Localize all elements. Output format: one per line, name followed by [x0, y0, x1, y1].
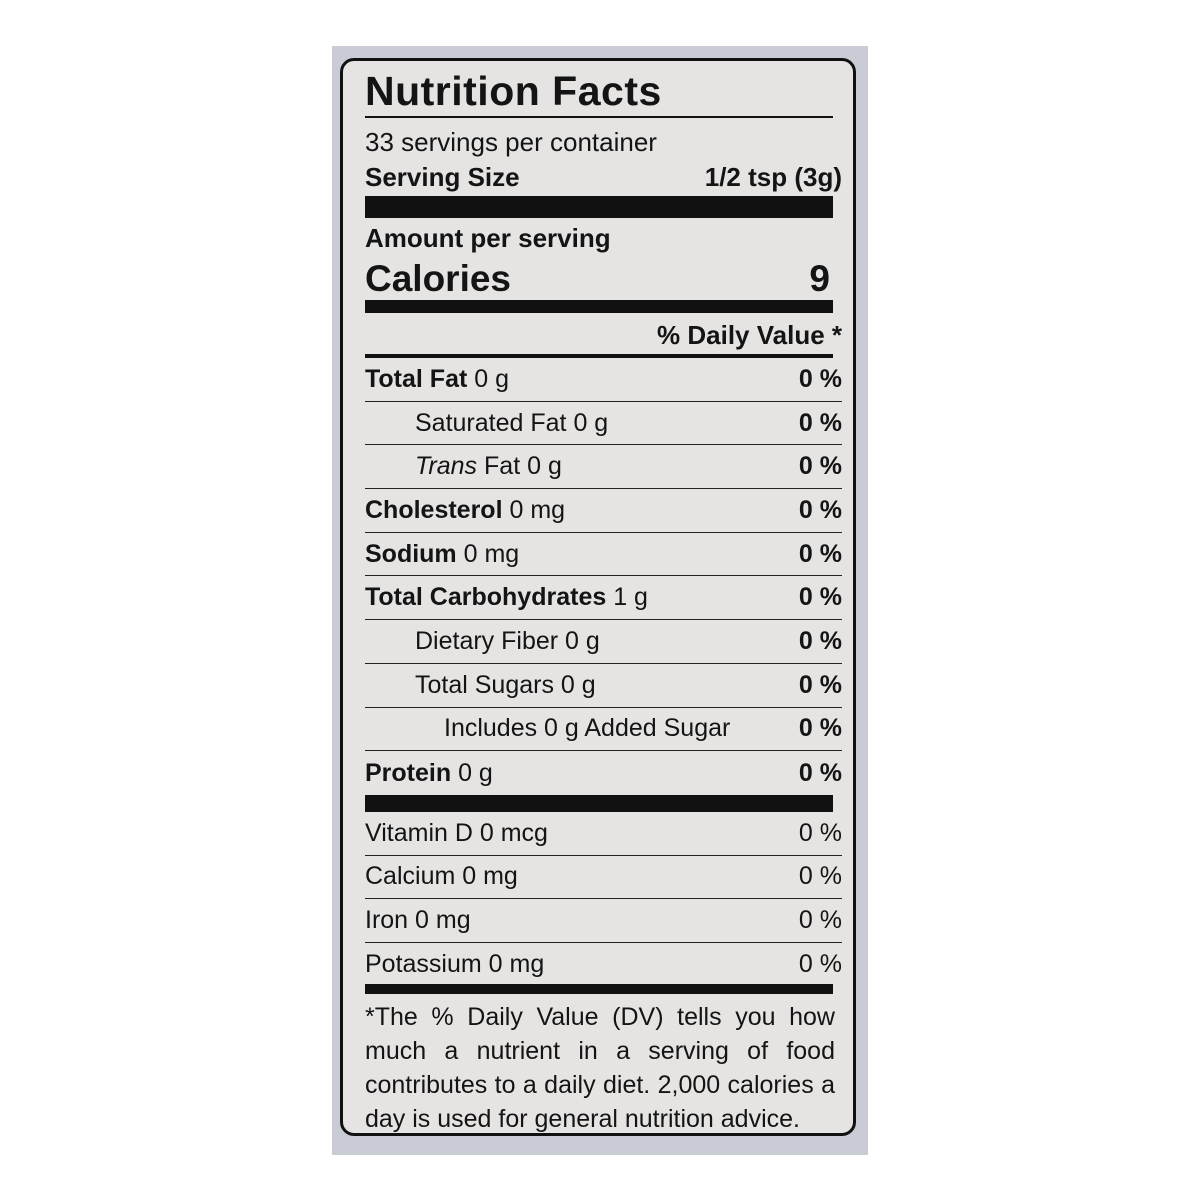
vitamin-label: Iron 0 mg [365, 906, 471, 935]
nutrient-amount: 0 g [565, 626, 600, 655]
vitamin-label: Potassium 0 mg [365, 950, 544, 979]
vitamin-row: Vitamin D 0 mcg 0 % [365, 812, 842, 856]
nutrient-daily-value: 0 % [798, 758, 842, 787]
thick-divider [365, 300, 833, 313]
daily-value-header: % Daily Value * [657, 320, 842, 350]
nutrient-name: Includes 0 g Added Sugar [444, 714, 731, 743]
nutrient-amount: 0 g [573, 408, 609, 437]
vitamin-list: Vitamin D 0 mcg 0 % Calcium 0 mg 0 % Iron 0 … [365, 812, 842, 986]
nutrient-daily-value: 0 % [798, 583, 842, 612]
nutrient-row: Dietary Fiber 0 g 0 % [365, 620, 842, 664]
nutrient-name: Protein [365, 758, 452, 787]
divider [365, 354, 833, 358]
nutrient-label: Total Fat 0 g [365, 365, 509, 394]
nutrient-daily-value: 0 % [798, 408, 842, 437]
vitamin-daily-value: 0 % [798, 818, 842, 847]
nutrient-amount: 0 g [527, 452, 562, 481]
nutrient-label: Protein 0 g [365, 759, 493, 788]
serving-size-label: Serving Size [365, 162, 520, 192]
nutrient-daily-value: 0 % [798, 364, 842, 393]
vitamin-amount: 0 mcg [479, 818, 548, 847]
nutrient-row: Trans Fat 0 g 0 % [365, 445, 842, 490]
vitamin-daily-value: 0 % [798, 862, 842, 891]
vitamin-label: Vitamin D 0 mcg [365, 819, 548, 848]
amount-per-serving: Amount per serving [365, 223, 611, 253]
nutrient-amount: 0 g [474, 364, 510, 393]
nutrient-label: Total Sugars 0 g [365, 671, 596, 700]
vitamin-daily-value: 0 % [798, 905, 842, 934]
nutrient-name: Cholesterol [365, 495, 503, 524]
nutrient-daily-value: 0 % [798, 452, 842, 481]
vitamin-row: Iron 0 mg 0 % [365, 899, 842, 943]
nutrient-label: Includes 0 g Added Sugar [365, 714, 730, 743]
vitamin-row: Potassium 0 mg 0 % [365, 943, 842, 987]
nutrient-daily-value: 0 % [798, 626, 842, 655]
nutrient-name: Dietary Fiber [415, 626, 559, 655]
thick-divider [365, 795, 833, 812]
vitamin-name: Vitamin D [365, 818, 473, 847]
vitamin-label: Calcium 0 mg [365, 862, 518, 891]
divider [365, 116, 833, 118]
vitamin-name: Calcium [365, 862, 456, 891]
nutrient-row: Total Carbohydrates 1 g 0 % [365, 576, 842, 621]
footnote: *The % Daily Value (DV) tells you how mu… [365, 1003, 835, 1133]
nutrient-row: Protein 0 g 0 % [365, 751, 842, 795]
nutrient-label: Cholesterol 0 mg [365, 496, 565, 525]
nutrient-name: Total Sugars [415, 670, 554, 699]
nutrient-row: Cholesterol 0 mg 0 % [365, 489, 842, 533]
nutrient-name: Sodium [365, 539, 457, 568]
nutrient-amount: 0 g [458, 758, 493, 787]
label-title: Nutrition Facts [365, 68, 662, 114]
nutrient-amount: 0 mg [463, 539, 520, 568]
nutrition-label [340, 58, 856, 1136]
nutrient-row: Sodium 0 mg 0 % [365, 533, 842, 577]
nutrient-amount: 0 mg [509, 495, 566, 524]
thick-divider [365, 984, 833, 994]
vitamin-row: Calcium 0 mg 0 % [365, 856, 842, 899]
nutrient-label: Saturated Fat 0 g [365, 409, 608, 438]
nutrient-row: Total Fat 0 g 0 % [365, 358, 842, 402]
nutrient-label: Sodium 0 mg [365, 540, 519, 569]
nutrient-row: Total Sugars 0 g 0 % [365, 664, 842, 708]
servings-per-container: 33 servings per container [365, 127, 657, 157]
nutrient-daily-value: 0 % [798, 714, 842, 743]
nutrient-label: Total Carbohydrates 1 g [365, 583, 648, 612]
vitamin-daily-value: 0 % [798, 949, 842, 978]
vitamin-amount: 0 mg [415, 905, 471, 934]
thick-divider [365, 196, 833, 218]
calories-label: Calories [365, 258, 512, 299]
nutrient-daily-value: 0 % [798, 670, 842, 699]
nutrient-amount: 0 g [560, 670, 596, 699]
vitamin-amount: 0 mg [462, 862, 518, 891]
nutrient-label: Trans Fat 0 g [365, 452, 562, 481]
nutrient-daily-value: 0 % [798, 495, 842, 524]
nutrient-row: Includes 0 g Added Sugar 0 % [365, 708, 842, 752]
nutrient-daily-value: 0 % [798, 539, 842, 568]
vitamin-name: Iron [365, 905, 409, 934]
nutrient-name: Saturated Fat [415, 408, 567, 437]
nutrient-row: Saturated Fat 0 g 0 % [365, 402, 842, 446]
serving-size-value: 1/2 tsp (3g) [704, 162, 842, 192]
nutrient-label: Dietary Fiber 0 g [365, 627, 600, 656]
nutrient-name: Total Fat [365, 364, 468, 393]
vitamin-amount: 0 mg [488, 949, 545, 978]
nutrient-name-suffix: Fat [484, 452, 521, 481]
nutrient-amount: 1 g [613, 583, 648, 612]
calories-value: 9 [809, 258, 830, 299]
nutrient-name: Trans [415, 452, 478, 481]
nutrient-name: Total Carbohydrates [365, 583, 607, 612]
vitamin-name: Potassium [365, 949, 482, 978]
